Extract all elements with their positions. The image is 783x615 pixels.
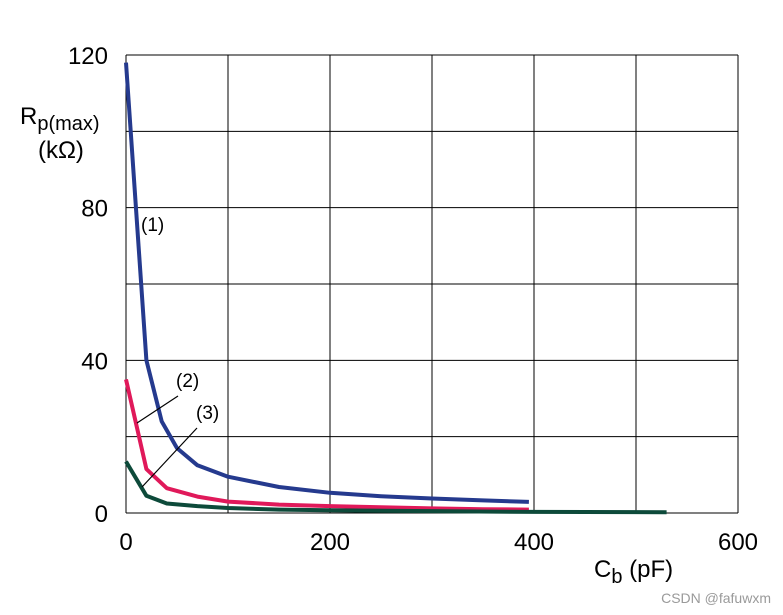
x-axis-title-main: C — [594, 556, 611, 583]
series-line-2 — [124, 378, 529, 512]
x-axis-title-sub: b — [611, 566, 622, 588]
y-tick-label-0: 0 — [95, 501, 108, 528]
x-tick-label-3: 600 — [718, 529, 758, 556]
watermark: CSDN @fafuwxm — [661, 590, 771, 606]
y-tick-label-1: 40 — [81, 348, 108, 375]
series-line-1 — [124, 62, 529, 504]
grid — [125, 54, 739, 514]
leader-line-3 — [141, 427, 198, 488]
curve-label-3: (3) — [196, 403, 219, 424]
y-axis-title-sub: p(max) — [37, 113, 99, 135]
series-lines — [124, 62, 667, 515]
x-axis-title-unit: (pF) — [622, 556, 673, 583]
leader-line-2 — [136, 395, 179, 424]
x-axis-title: Cb (pF) — [594, 556, 673, 588]
series-line-3 — [124, 460, 667, 515]
curve-label-1: (1) — [141, 215, 164, 236]
y-axis-unit: (kΩ) — [38, 137, 84, 164]
x-tick-label-0: 0 — [119, 529, 132, 556]
y-axis-title: Rp(max) — [20, 103, 100, 135]
y-tick-label-3: 120 — [68, 43, 108, 70]
x-tick-label-1: 200 — [310, 529, 350, 556]
curve-label-2: (2) — [176, 371, 199, 392]
x-tick-label-2: 400 — [514, 529, 554, 556]
tick-labels: 0 200 400 600 0 40 80 120 — [68, 43, 758, 556]
y-axis-title-main: R — [20, 103, 37, 130]
y-tick-label-2: 80 — [81, 196, 108, 223]
